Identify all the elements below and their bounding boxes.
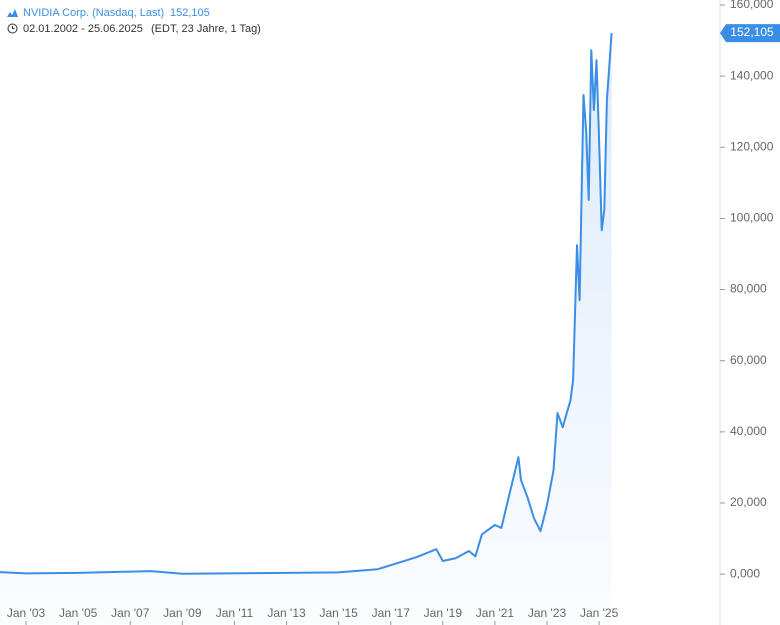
line bbox=[0, 33, 613, 575]
y-tick-label: 100,000 bbox=[730, 211, 774, 225]
y-tick-label: 160,000 bbox=[730, 0, 774, 11]
clock-hands bbox=[12, 26, 15, 29]
date-range: 02.01.2002 - 25.06.2025 bbox=[23, 23, 143, 35]
y-tick-label: 0,000 bbox=[730, 566, 760, 580]
y-tick-label: 60,000 bbox=[730, 353, 767, 367]
y-tick-label: 40,000 bbox=[730, 424, 767, 438]
header-value: 152,105 bbox=[170, 7, 210, 19]
date-note: (EDT, 23 Jahre, 1 Tag) bbox=[151, 23, 261, 35]
y-tick-label: 120,000 bbox=[730, 139, 774, 153]
chart-title: NVIDIA Corp. (Nasdaq, Last) bbox=[23, 7, 164, 19]
last-value-label: 152,105 bbox=[730, 25, 774, 39]
y-tick-label: 80,000 bbox=[730, 282, 767, 296]
y-tick-label: 20,000 bbox=[730, 495, 767, 509]
y-tick-label: 140,000 bbox=[730, 68, 774, 82]
series-icon bbox=[7, 9, 18, 17]
clock-icon bbox=[7, 23, 18, 34]
area bbox=[0, 33, 612, 625]
last-value-badge bbox=[720, 24, 780, 43]
